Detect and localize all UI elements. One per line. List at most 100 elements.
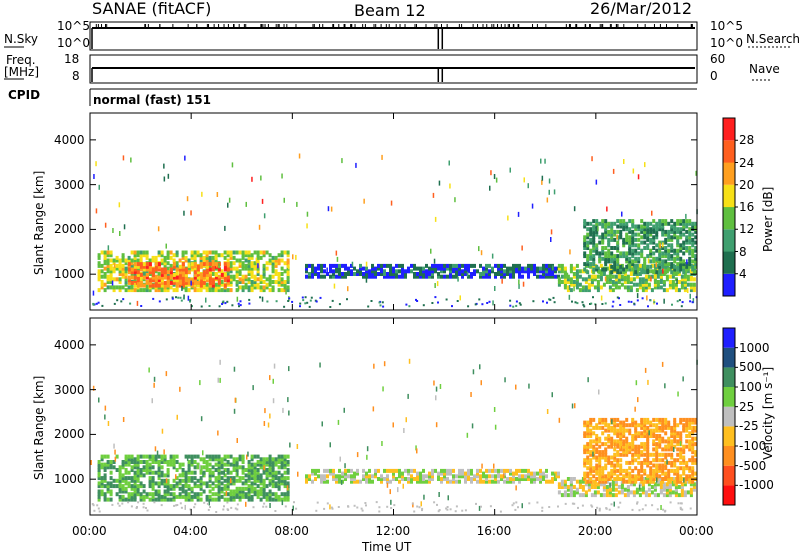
heatmap-cell <box>569 263 573 268</box>
ground-scatter <box>227 509 230 511</box>
heatmap-cell <box>202 280 206 285</box>
sparse-echo <box>148 367 150 373</box>
heatmap-cell <box>664 240 668 245</box>
heatmap-cell <box>422 474 425 479</box>
heatmap-cell <box>646 221 650 226</box>
heatmap-cell <box>271 457 275 462</box>
heatmap-cell <box>527 474 530 479</box>
heatmap-cell <box>115 478 119 483</box>
heatmap-cell <box>184 484 188 489</box>
ground-scatter <box>515 304 518 307</box>
sparse-echo <box>104 414 106 420</box>
heatmap-cell <box>232 274 236 279</box>
heatmap-cell <box>365 272 368 276</box>
heatmap-cell <box>613 477 617 481</box>
heatmap-cell <box>365 474 368 479</box>
heatmap-cell <box>262 457 266 462</box>
heatmap-cell <box>593 485 597 489</box>
heatmap-cell <box>106 280 110 284</box>
heatmap-cell <box>643 235 647 240</box>
heatmap-cell <box>586 466 590 471</box>
heatmap-cell <box>602 272 606 276</box>
sparse-echo <box>470 392 472 397</box>
heatmap-cell <box>569 493 573 498</box>
heatmap-cell <box>679 235 683 240</box>
heatmap-cell <box>637 471 641 476</box>
heatmap-cell <box>619 270 623 275</box>
heatmap-cell <box>160 454 164 459</box>
heatmap-cell <box>157 468 161 472</box>
ground-scatter <box>378 510 381 513</box>
heatmap-cell <box>121 272 125 276</box>
ground-scatter <box>630 300 633 303</box>
heatmap-cell <box>422 266 425 271</box>
heatmap-cell <box>410 269 413 274</box>
heatmap-cell <box>616 434 620 438</box>
heatmap-cell <box>506 468 509 473</box>
heatmap-cell <box>308 477 311 481</box>
heatmap-cell <box>691 442 695 447</box>
heatmap-cell <box>635 274 639 279</box>
ground-scatter <box>416 300 419 302</box>
heatmap-cell <box>133 492 137 497</box>
heatmap-cell <box>548 263 551 268</box>
ground-scatter <box>664 509 667 512</box>
sparse-echo <box>492 300 494 306</box>
heatmap-cell <box>410 263 413 268</box>
heatmap-cell <box>238 489 242 494</box>
heatmap-cell <box>589 262 593 267</box>
heatmap-cell <box>640 460 644 465</box>
sparse-echo <box>644 162 646 168</box>
heatmap-cell <box>658 219 662 224</box>
heatmap-cell <box>643 471 647 476</box>
heatmap-cell <box>262 486 266 491</box>
heatmap-cell <box>413 468 416 473</box>
heatmap-cell <box>694 460 698 465</box>
heatmap-cell <box>515 263 518 268</box>
heatmap-cell <box>613 246 617 250</box>
heatmap-cell <box>653 277 657 282</box>
power-colorbar-tick-label: 8 <box>739 244 747 259</box>
sparse-echo <box>98 184 100 190</box>
heatmap-cell <box>619 466 623 471</box>
heatmap-cell <box>208 272 212 277</box>
heatmap-cell <box>595 436 599 441</box>
heatmap-cell <box>598 466 602 471</box>
heatmap-cell <box>277 454 281 459</box>
heatmap-cell <box>667 444 671 449</box>
heatmap-cell <box>431 266 434 271</box>
heatmap-cell <box>235 282 239 287</box>
heatmap-cell <box>688 434 692 438</box>
heatmap-cell <box>259 460 263 464</box>
ground-scatter <box>433 501 436 504</box>
sparse-echo <box>219 359 221 365</box>
heatmap-cell <box>392 468 395 473</box>
heatmap-cell <box>530 269 533 274</box>
heatmap-cell <box>625 471 629 476</box>
heatmap-cell <box>664 270 668 275</box>
heatmap-cell <box>676 256 680 261</box>
heatmap-cell <box>662 485 666 489</box>
sparse-echo <box>184 155 186 161</box>
heatmap-cell <box>676 267 680 272</box>
heatmap-cell <box>676 219 680 224</box>
heatmap-cell <box>377 263 380 268</box>
ground-scatter <box>171 297 174 300</box>
heatmap-cell <box>139 473 143 478</box>
heatmap-cell <box>485 266 488 271</box>
heatmap-cell <box>676 466 680 471</box>
heatmap-cell <box>244 481 248 486</box>
heatmap-cell <box>356 479 359 484</box>
heatmap-cell <box>133 481 137 486</box>
sparse-echo <box>611 419 613 425</box>
sparse-echo <box>200 416 203 422</box>
heatmap-cell <box>353 471 356 476</box>
ytick-label: 4000 <box>54 132 85 147</box>
sparse-echo <box>480 380 482 386</box>
heatmap-cell <box>631 474 635 479</box>
heatmap-cell <box>482 269 485 274</box>
ground-scatter <box>594 303 597 306</box>
heatmap-cell <box>250 457 254 462</box>
heatmap-cell <box>199 272 203 277</box>
